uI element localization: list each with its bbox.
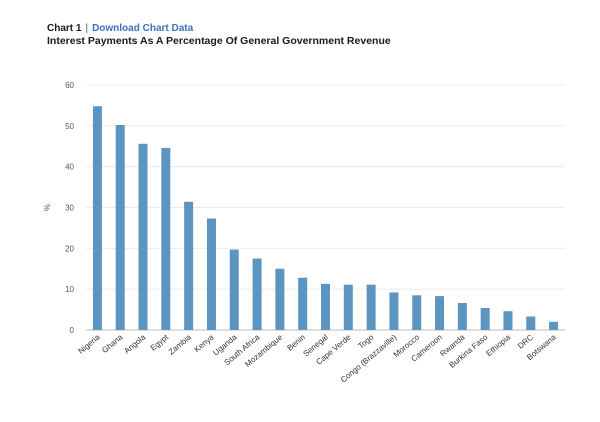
bar [115, 125, 125, 331]
bar [229, 249, 239, 330]
bar [184, 201, 194, 330]
bar [366, 284, 376, 330]
bar [412, 295, 422, 330]
bar [457, 303, 467, 330]
bar [549, 321, 559, 330]
chart-number: Chart 1 [47, 23, 82, 34]
separator: | [85, 23, 89, 34]
category-label: Ghana [100, 332, 125, 355]
bar [343, 284, 353, 330]
bar [252, 258, 262, 330]
y-axis-label: % [43, 204, 52, 211]
bar [161, 147, 171, 330]
y-tick-label: 20 [65, 244, 74, 253]
y-tick-label: 10 [65, 285, 74, 294]
category-label: Nigeria [76, 332, 102, 356]
bar [206, 218, 216, 330]
bars [92, 106, 559, 331]
y-tick-label: 50 [65, 122, 74, 131]
y-tick-label: 0 [70, 326, 75, 335]
bar [435, 296, 445, 330]
chart-title: Interest Payments As A Percentage Of Gen… [47, 35, 391, 47]
bar [298, 277, 308, 330]
bar [480, 307, 490, 330]
bar [138, 143, 148, 330]
bar [321, 283, 330, 330]
download-chart-data-link[interactable]: Download Chart Data [92, 23, 194, 34]
bar [526, 316, 536, 330]
bar [92, 106, 102, 330]
category-label: Zambia [167, 332, 194, 356]
bar [503, 311, 513, 330]
chart-header: Chart 1 | Download Chart Data Interest Pay… [47, 22, 391, 48]
bar [389, 292, 399, 330]
bar [275, 268, 285, 330]
y-axis-ticks: 0 10 20 30 40 50 60 [65, 81, 74, 335]
y-tick-label: 60 [65, 81, 74, 90]
chart-label-line: Chart 1 | Download Chart Data [47, 22, 391, 35]
category-label: Ethiopia [484, 332, 512, 358]
y-tick-label: 30 [65, 204, 74, 213]
category-label: Angola [122, 332, 147, 355]
y-tick-label: 40 [65, 163, 74, 172]
